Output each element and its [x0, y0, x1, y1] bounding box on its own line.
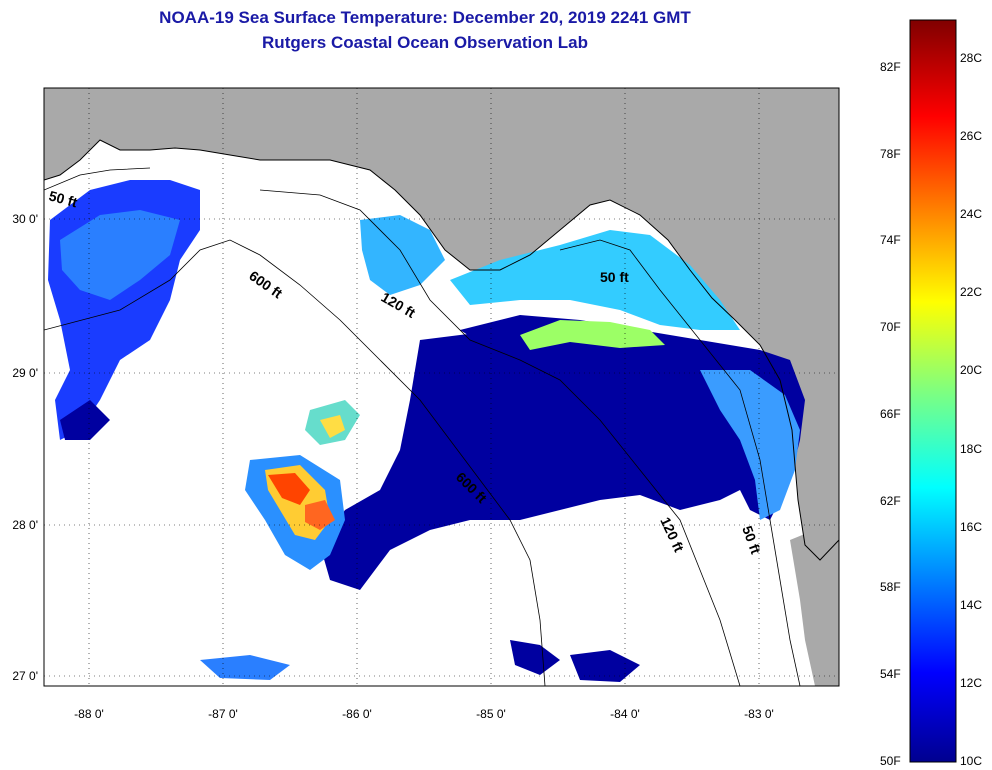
colorbar-celsius-label: 16C	[960, 519, 983, 534]
lon-tick-label: -86 0'	[342, 707, 372, 721]
colorbar-fahrenheit-label: 62F	[880, 493, 901, 508]
isobath-600ft	[44, 239, 546, 686]
coastline	[44, 139, 839, 561]
lat-tick-label: 28 0'	[12, 518, 38, 532]
colorbar-celsius-label: 20C	[960, 363, 983, 378]
isobath-50ft	[44, 167, 801, 686]
colorbar-fahrenheit-label: 54F	[880, 667, 901, 682]
colorbar-celsius-label: 18C	[960, 441, 983, 456]
land-florida-south	[790, 520, 839, 686]
contour-label-50ft-west: 50 ft	[47, 187, 79, 210]
lat-tick-label: 30 0'	[12, 212, 38, 226]
sst-patches	[48, 180, 805, 682]
colorbar-fahrenheit-label: 66F	[880, 406, 901, 421]
lon-tick-label: -83 0'	[744, 707, 774, 721]
lat-tick-label: 29 0'	[12, 366, 38, 380]
lon-tick-label: -84 0'	[610, 707, 640, 721]
contour-label-50ft-bigbend: 50 ft	[600, 269, 629, 285]
colorbar-celsius-label: 24C	[960, 207, 983, 222]
lat-tick-label: 27 0'	[12, 669, 38, 683]
colorbar-fahrenheit-label: 50F	[880, 754, 901, 768]
colorbar	[909, 19, 957, 763]
colorbar-fahrenheit-label: 78F	[880, 146, 901, 161]
colorbar-fahrenheit-label: 70F	[880, 320, 901, 335]
colorbar-celsius-label: 22C	[960, 285, 983, 300]
isobath-120ft	[259, 189, 741, 686]
colorbar-fahrenheit-label: 58F	[880, 580, 901, 595]
axis-ticks: -88 0' -87 0' -86 0' -85 0' -84 0' -83 0' 30 0…	[12, 212, 773, 721]
colorbar-fahrenheit-label: 74F	[880, 233, 901, 248]
land-mass	[44, 88, 839, 560]
map-frame-border	[43, 87, 840, 687]
colorbar-celsius-label: 12C	[960, 675, 983, 690]
colorbar-celsius-label: 28C	[960, 51, 983, 66]
colorbar-fahrenheit-label: 82F	[880, 59, 901, 74]
colorbar-celsius-label: 14C	[960, 597, 983, 612]
map-title: NOAA-19 Sea Surface Temperature: Decembe…	[159, 8, 691, 27]
colorbar-celsius-label: 26C	[960, 129, 983, 144]
lon-tick-label: -85 0'	[476, 707, 506, 721]
colorbar-celsius-label: 10C	[960, 754, 983, 768]
lon-tick-label: -87 0'	[208, 707, 238, 721]
map-subtitle: Rutgers Coastal Ocean Observation Lab	[262, 33, 588, 52]
lon-tick-label: -88 0'	[74, 707, 104, 721]
